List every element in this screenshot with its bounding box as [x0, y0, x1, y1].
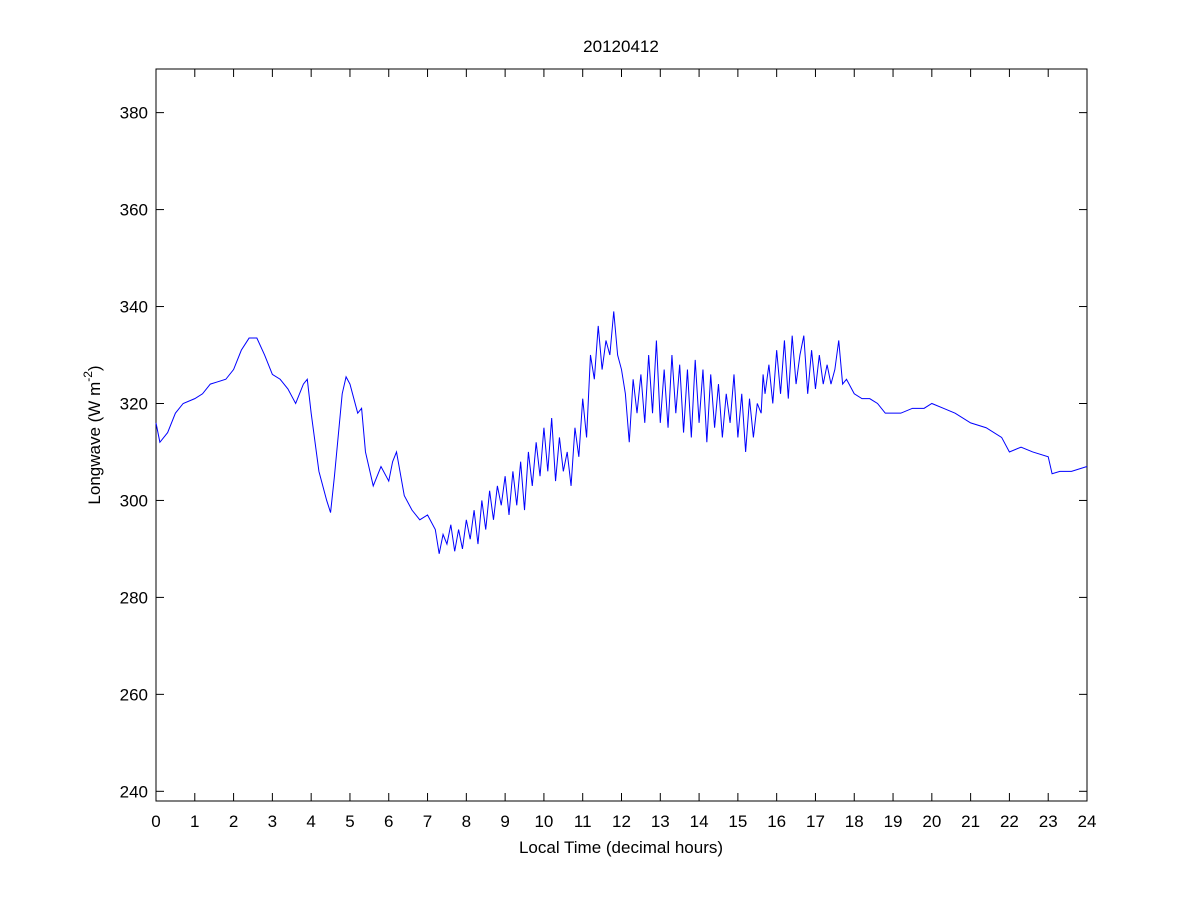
x-tick-label: 20 — [922, 812, 941, 831]
x-axis-label: Local Time (decimal hours) — [519, 838, 723, 857]
x-tick-label: 24 — [1078, 812, 1097, 831]
x-tick-label: 5 — [345, 812, 354, 831]
x-tick-label: 12 — [612, 812, 631, 831]
x-tick-label: 16 — [767, 812, 786, 831]
y-tick-label: 340 — [120, 298, 148, 317]
x-tick-label: 9 — [500, 812, 509, 831]
y-label-sup: -2 — [81, 371, 95, 382]
x-tick-label: 13 — [651, 812, 670, 831]
x-tick-label: 11 — [574, 812, 592, 831]
x-tick-label: 18 — [845, 812, 864, 831]
y-tick-label: 280 — [120, 588, 148, 607]
x-tick-label: 10 — [534, 812, 553, 831]
y-label-text: Longwave (W m — [85, 382, 104, 505]
x-tick-label: 21 — [961, 812, 980, 831]
y-tick-label: 320 — [120, 394, 148, 413]
x-tick-label: 2 — [229, 812, 238, 831]
data-line — [155, 311, 1088, 554]
chart-title: 20120412 — [583, 37, 659, 56]
y-label-end: ) — [85, 365, 104, 371]
x-tick-label: 6 — [384, 812, 393, 831]
x-tick-label: 1 — [190, 812, 199, 831]
x-tick-label: 19 — [884, 812, 903, 831]
y-tick-label: 260 — [120, 685, 148, 704]
x-tick-label: 15 — [728, 812, 747, 831]
x-tick-label: 14 — [690, 812, 709, 831]
y-tick-label: 240 — [120, 782, 148, 801]
x-tick-label: 22 — [1000, 812, 1019, 831]
x-tick-label: 4 — [306, 812, 315, 831]
y-tick-label: 360 — [120, 201, 148, 220]
x-tick-label: 3 — [268, 812, 277, 831]
plot-area — [155, 68, 1088, 802]
x-tick-label: 23 — [1039, 812, 1058, 831]
y-axis-label: Longwave (W m-2) — [81, 365, 104, 504]
x-tick-label: 0 — [151, 812, 160, 831]
y-tick-label: 300 — [120, 491, 148, 510]
x-tick-label: 8 — [462, 812, 471, 831]
y-tick-label: 380 — [120, 104, 148, 123]
x-tick-label: 17 — [806, 812, 825, 831]
x-tick-label: 7 — [423, 812, 432, 831]
